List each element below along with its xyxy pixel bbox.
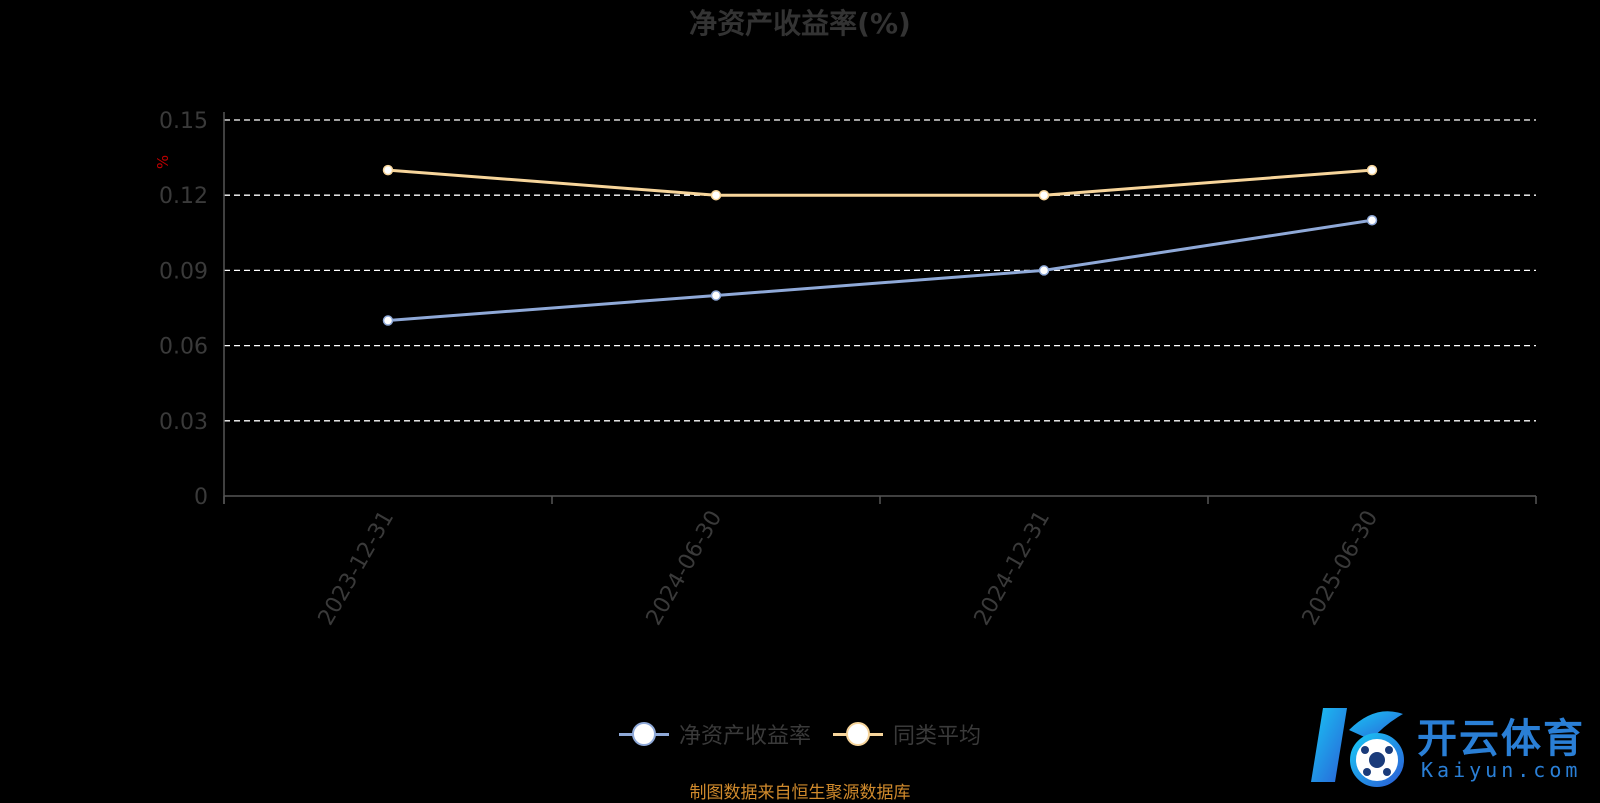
y-tick-label: 0 [194, 485, 208, 510]
watermark-subtext: Kaiyun.com [1421, 758, 1582, 782]
y-tick-label: 0.06 [159, 335, 208, 360]
plot-area: 0 0.03 0.06 0.09 0.12 0.15% 2023-12-31 2024-06-… [154, 109, 1537, 630]
data-point-peer-average [710, 189, 722, 201]
legend: 净资产收益率 同类平均 [0, 718, 1600, 750]
series-line-peer-average [387, 168, 1373, 197]
x-tick-label: 2024-12-31 [970, 507, 1056, 630]
y-tick-label: 0.15 [159, 109, 208, 134]
y-tick-label: 0.09 [159, 259, 208, 284]
data-point-roe [710, 290, 722, 301]
y-tick-label: 0.12 [159, 184, 208, 209]
source-note: 制图数据来自恒生聚源数据库 [689, 783, 911, 803]
x-tick-label: 2023-12-31 [314, 507, 400, 630]
y-axis-label: % [154, 155, 172, 169]
data-point-peer-average [1038, 189, 1050, 201]
watermark-emblem [1311, 708, 1404, 787]
legend-swatch-peer-average [833, 721, 883, 747]
watermark-logo: 开云体育 Kaiyun.com [1305, 700, 1590, 790]
watermark-text: 开云体育 [1417, 716, 1585, 762]
chart-title: 净资产收益率(%) [689, 7, 911, 40]
x-tick-label: 2025-06-30 [1298, 507, 1384, 630]
legend-label-peer-average: 同类平均 [893, 724, 982, 749]
data-point-roe [1366, 215, 1378, 226]
data-point-roe [382, 315, 394, 326]
data-point-roe [1038, 265, 1050, 276]
y-tick-label: 0.03 [159, 410, 208, 435]
data-point-peer-average [1366, 164, 1378, 176]
data-point-peer-average [382, 164, 394, 176]
x-tick-label: 2024-06-30 [642, 507, 728, 630]
legend-label-roe: 净资产收益率 [678, 724, 811, 749]
series-line-roe [387, 218, 1373, 323]
legend-swatch-roe [618, 721, 669, 747]
legend-item-peer-average[interactable]: 同类平均 [833, 718, 981, 750]
legend-item-roe[interactable]: 净资产收益率 [618, 718, 811, 750]
